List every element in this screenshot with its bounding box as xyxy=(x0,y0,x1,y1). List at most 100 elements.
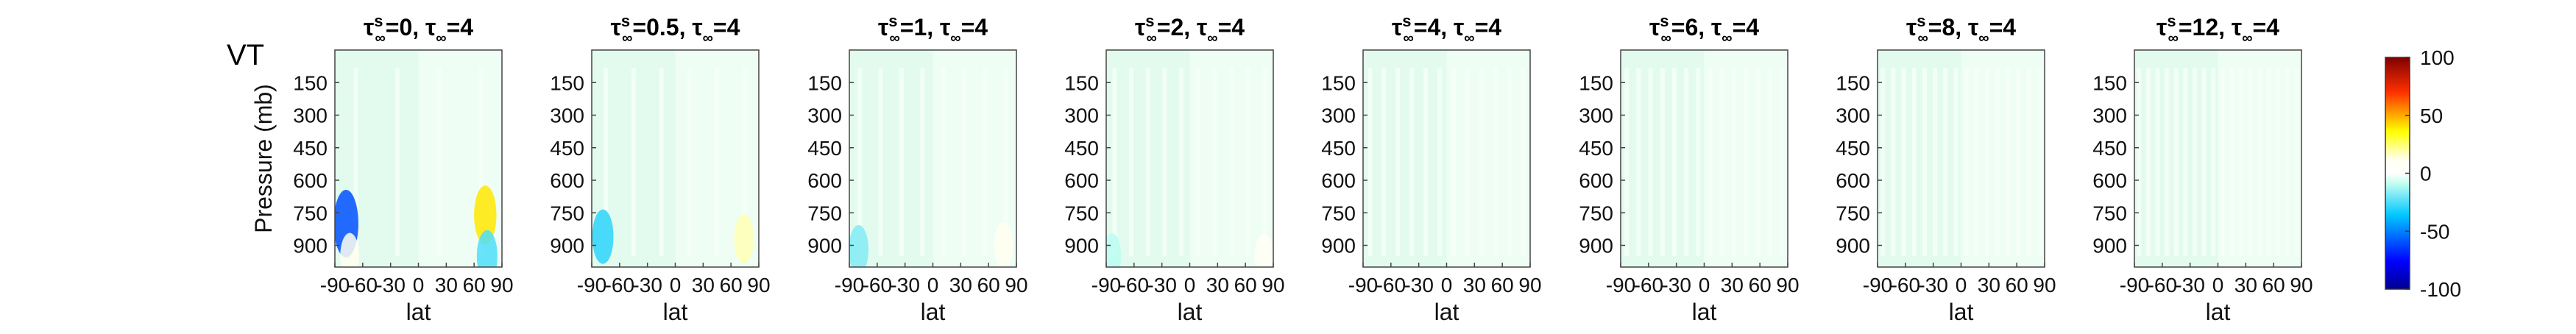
y-tick-label: 600 xyxy=(2092,169,2127,192)
heatmap-anomaly xyxy=(340,232,360,267)
y-tick-label: 750 xyxy=(550,202,584,224)
y-tick-label: 750 xyxy=(1321,202,1356,224)
y-tick-label: 600 xyxy=(1064,169,1099,192)
heatmap-band xyxy=(2183,68,2188,256)
y-tick-label: 150 xyxy=(550,71,584,94)
x-tick-label: -30 xyxy=(632,274,662,296)
x-tick-label: 90 xyxy=(1518,274,1541,296)
colorbar-tick-label: 0 xyxy=(2420,163,2432,185)
y-tick-label: 150 xyxy=(1321,71,1356,94)
x-tick-label: 60 xyxy=(1749,274,1772,296)
panel-3: τs ∞=1, τ∞=4 150 300 450 600 750 900 -90-60-30 0 3… xyxy=(807,12,1027,325)
y-tick-label: 450 xyxy=(293,137,328,160)
heatmap-band xyxy=(1943,68,1948,256)
x-tick-label: -30 xyxy=(1147,274,1176,296)
heatmap-band xyxy=(1437,68,1443,256)
panel-5: τs ∞=4, τ∞=4 150 300 450 600 750 900 -90-60-30 0 3… xyxy=(1321,12,1541,325)
y-tick-label: 150 xyxy=(1579,71,1613,94)
x-tick-label: 60 xyxy=(720,274,743,296)
x-axis-label: lat xyxy=(2206,299,2231,325)
heatmap-band xyxy=(659,68,664,256)
x-tick-label: 90 xyxy=(2290,274,2313,296)
x-tick-label: 60 xyxy=(1491,274,1514,296)
y-tick-label: 300 xyxy=(1064,104,1099,127)
x-tick-label: 0 xyxy=(1441,274,1453,296)
y-tick-label: 450 xyxy=(1321,137,1356,160)
heatmap-anomaly xyxy=(592,209,614,264)
heatmap-band xyxy=(1624,68,1630,256)
x-axis-label: lat xyxy=(1949,299,1974,325)
heatmap-band xyxy=(1409,68,1415,256)
panel-title: τs ∞=0, τ∞=4 xyxy=(364,12,473,46)
heatmap-band xyxy=(1911,68,1917,256)
heatmap-band xyxy=(2192,68,2197,256)
y-tick-label: 300 xyxy=(293,104,328,127)
heatmap-band xyxy=(631,68,636,256)
x-tick-label: 30 xyxy=(1463,274,1486,296)
heatmap-band xyxy=(1179,68,1184,256)
heatmap-field xyxy=(1363,50,1530,267)
y-tick-label: 150 xyxy=(1064,71,1099,94)
x-tick-label: 0 xyxy=(927,274,939,296)
heatmap-band xyxy=(1381,68,1387,256)
x-axis-label: lat xyxy=(1434,299,1459,325)
heatmap-band xyxy=(1112,68,1117,256)
heatmap-band xyxy=(395,68,400,256)
heatmap-field xyxy=(335,50,502,267)
heatmap-band xyxy=(1648,68,1653,256)
colorbar-tick-label: -100 xyxy=(2420,278,2461,301)
x-tick-label: 30 xyxy=(435,274,458,296)
x-tick-label: 30 xyxy=(1206,274,1229,296)
x-axis-label: lat xyxy=(1178,299,1203,325)
heatmap-field xyxy=(1878,50,2045,267)
heatmap-band xyxy=(1129,68,1134,256)
x-tick-label: 60 xyxy=(2006,274,2028,296)
heatmap-nh-region xyxy=(1189,50,1273,267)
y-tick-label: 900 xyxy=(807,235,842,257)
heatmap-field xyxy=(1621,50,1788,267)
heatmap-band xyxy=(2145,68,2151,256)
heatmap-anomaly xyxy=(476,230,498,267)
x-tick-label: 30 xyxy=(1978,274,2000,296)
y-tick-label: 900 xyxy=(1836,235,1870,257)
y-tick-label: 750 xyxy=(293,202,328,224)
x-tick-label: -30 xyxy=(375,274,405,296)
heatmap-band xyxy=(920,68,925,256)
y-tick-label: 900 xyxy=(550,235,584,257)
y-tick-label: 300 xyxy=(807,104,842,127)
x-tick-label: 30 xyxy=(692,274,715,296)
x-tick-label: 0 xyxy=(2212,274,2224,296)
panel-1: τs ∞=0, τ∞=4 150 300 450 600 750 900 -90-60-30 0 3… xyxy=(250,12,514,325)
y-tick-label: 450 xyxy=(1064,137,1099,160)
x-tick-label: -60 xyxy=(348,274,378,296)
x-tick-label: -60 xyxy=(605,274,634,296)
y-tick-label: 450 xyxy=(2092,137,2127,160)
y-tick-label: 750 xyxy=(1836,202,1870,224)
panel-title: τs ∞=0.5, τ∞=4 xyxy=(611,12,740,46)
x-tick-label: -90 xyxy=(1348,274,1378,296)
y-tick-label: 600 xyxy=(550,169,584,192)
y-tick-label: 600 xyxy=(1579,169,1613,192)
heatmap-anomaly xyxy=(734,214,754,264)
heatmap-anomaly xyxy=(849,225,869,267)
heatmap-nh-region xyxy=(2218,50,2301,267)
panel-7: τs ∞=8, τ∞=4 150 300 450 600 750 900 -90-60-30 0 3… xyxy=(1836,12,2056,325)
y-tick-label: 300 xyxy=(1836,104,1870,127)
x-tick-label: 90 xyxy=(1776,274,1799,296)
heatmap-band xyxy=(1953,68,1958,256)
y-tick-label: 300 xyxy=(2092,104,2127,127)
x-tick-label: -90 xyxy=(1091,274,1121,296)
y-tick-label: 900 xyxy=(2092,235,2127,257)
y-tick-label: 600 xyxy=(293,169,328,192)
heatmap-band xyxy=(1145,68,1150,256)
panel-title: τs ∞=4, τ∞=4 xyxy=(1392,12,1501,46)
x-tick-label: -90 xyxy=(2120,274,2149,296)
x-tick-label: -60 xyxy=(1634,274,1663,296)
x-tick-label: 90 xyxy=(1005,274,1027,296)
y-tick-label: 300 xyxy=(1321,104,1356,127)
x-tick-label: -30 xyxy=(1918,274,1947,296)
x-tick-label: 30 xyxy=(949,274,972,296)
heatmap-band xyxy=(1395,68,1401,256)
colorbar-tick-label: -50 xyxy=(2420,220,2449,243)
